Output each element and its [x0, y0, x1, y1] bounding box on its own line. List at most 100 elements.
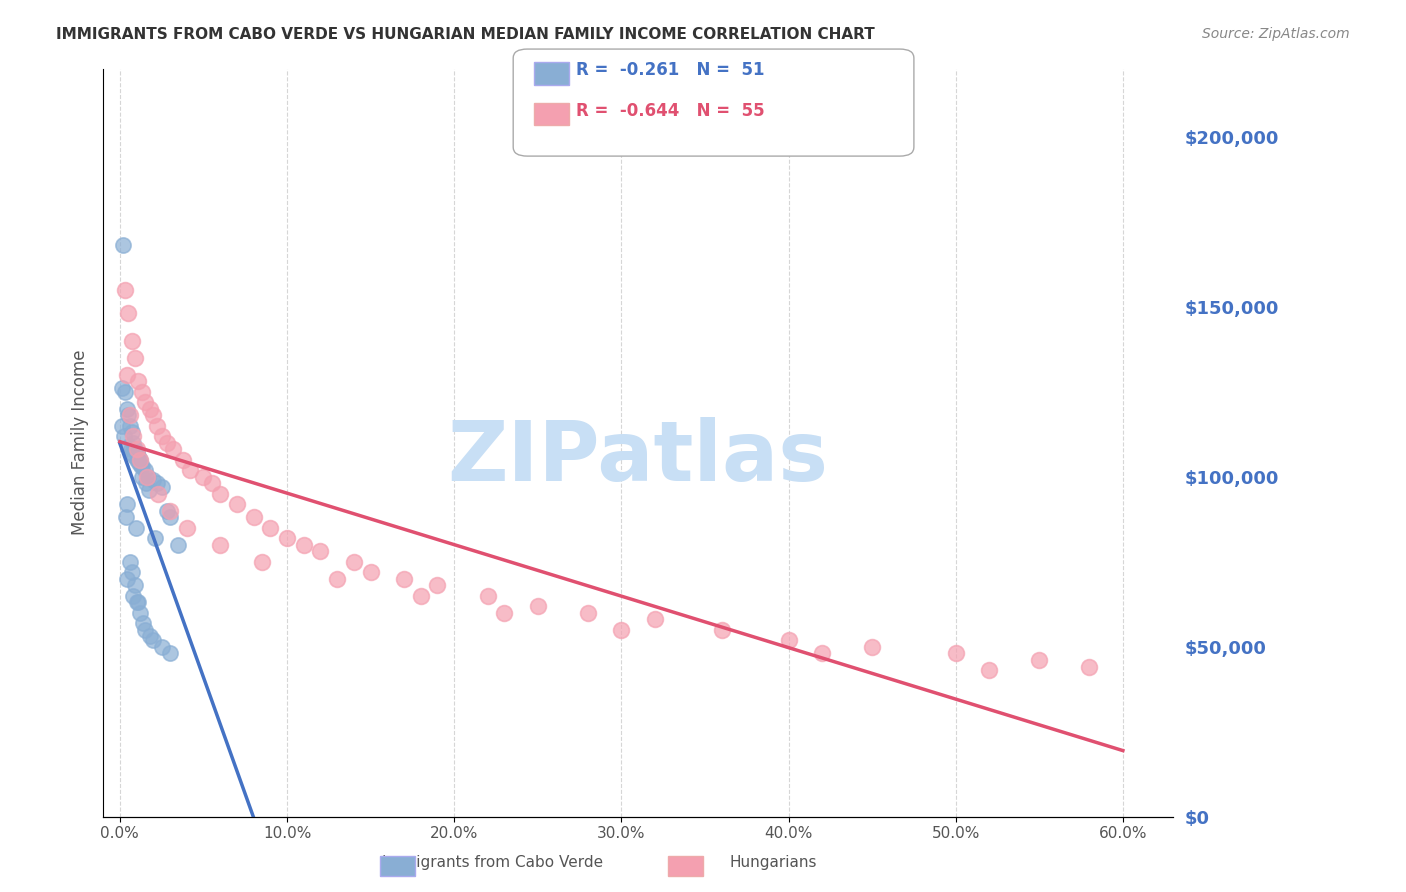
Point	[121, 446, 143, 460]
Point	[139, 401, 162, 416]
Point	[309, 544, 332, 558]
Point	[114, 283, 136, 297]
Point	[121, 425, 143, 440]
Text: Hungarians: Hungarians	[730, 855, 817, 870]
Point	[259, 520, 281, 534]
Point	[172, 452, 194, 467]
Point	[150, 640, 173, 654]
Point	[250, 555, 273, 569]
Text: R =  -0.644   N =  55: R = -0.644 N = 55	[576, 103, 765, 120]
Point	[159, 646, 181, 660]
Point	[118, 439, 141, 453]
Point	[145, 476, 167, 491]
Point	[159, 510, 181, 524]
Text: Immigrants from Cabo Verde: Immigrants from Cabo Verde	[381, 855, 603, 870]
Point	[118, 409, 141, 423]
Point	[125, 442, 148, 457]
Point	[118, 555, 141, 569]
Point	[610, 623, 633, 637]
Point	[111, 418, 134, 433]
Point	[114, 510, 136, 524]
Point	[209, 538, 232, 552]
Point	[129, 452, 152, 467]
Point	[129, 606, 152, 620]
Point	[131, 459, 153, 474]
Point	[129, 459, 152, 474]
Point	[860, 640, 883, 654]
Point	[209, 486, 232, 500]
Point	[945, 646, 967, 660]
Point	[276, 531, 298, 545]
Point	[139, 629, 162, 643]
Point	[131, 384, 153, 399]
Point	[162, 442, 184, 457]
Point	[121, 565, 143, 579]
Point	[292, 538, 315, 552]
Point	[128, 456, 150, 470]
Point	[138, 483, 160, 498]
Point	[114, 384, 136, 399]
Point	[526, 599, 548, 613]
Point	[127, 449, 149, 463]
Point	[110, 381, 132, 395]
Point	[494, 606, 516, 620]
Point	[127, 375, 149, 389]
Point	[124, 578, 146, 592]
Point	[156, 435, 179, 450]
Point	[576, 606, 599, 620]
Text: IMMIGRANTS FROM CABO VERDE VS HUNGARIAN MEDIAN FAMILY INCOME CORRELATION CHART: IMMIGRANTS FROM CABO VERDE VS HUNGARIAN …	[56, 27, 875, 42]
Point	[120, 442, 142, 457]
Point	[242, 510, 264, 524]
Point	[135, 476, 157, 491]
Point	[979, 664, 1001, 678]
Point	[125, 520, 148, 534]
Point	[143, 531, 166, 545]
Point	[225, 497, 247, 511]
Point	[134, 623, 156, 637]
Point	[131, 469, 153, 483]
Point	[134, 394, 156, 409]
Point	[121, 334, 143, 348]
Point	[179, 463, 201, 477]
Point	[176, 520, 198, 534]
Text: R =  -0.261   N =  51: R = -0.261 N = 51	[576, 61, 765, 78]
Y-axis label: Median Family Income: Median Family Income	[72, 350, 89, 535]
Point	[115, 368, 138, 382]
Point	[148, 486, 170, 500]
Point	[117, 306, 139, 320]
Point	[129, 452, 152, 467]
Point	[409, 589, 432, 603]
Point	[142, 409, 165, 423]
Point	[811, 646, 834, 660]
Point	[150, 429, 173, 443]
Point	[122, 435, 145, 450]
Point	[1028, 653, 1050, 667]
Text: Source: ZipAtlas.com: Source: ZipAtlas.com	[1202, 27, 1350, 41]
Point	[710, 623, 733, 637]
Point	[145, 418, 167, 433]
Point	[112, 429, 135, 443]
Point	[477, 589, 499, 603]
Point	[360, 565, 382, 579]
Point	[142, 473, 165, 487]
Point	[1078, 660, 1101, 674]
Point	[124, 351, 146, 365]
Point	[127, 452, 149, 467]
Point	[125, 446, 148, 460]
Point	[122, 449, 145, 463]
Point	[135, 469, 157, 483]
Text: ZIPatlas: ZIPatlas	[447, 417, 828, 498]
Point	[117, 497, 139, 511]
Point	[343, 555, 366, 569]
Point	[112, 238, 135, 252]
Point	[117, 409, 139, 423]
Point	[426, 578, 449, 592]
Point	[115, 401, 138, 416]
Point	[142, 632, 165, 647]
Point	[201, 476, 224, 491]
Point	[193, 469, 215, 483]
Point	[122, 589, 145, 603]
Point	[392, 572, 415, 586]
Point	[115, 572, 138, 586]
Point	[156, 503, 179, 517]
